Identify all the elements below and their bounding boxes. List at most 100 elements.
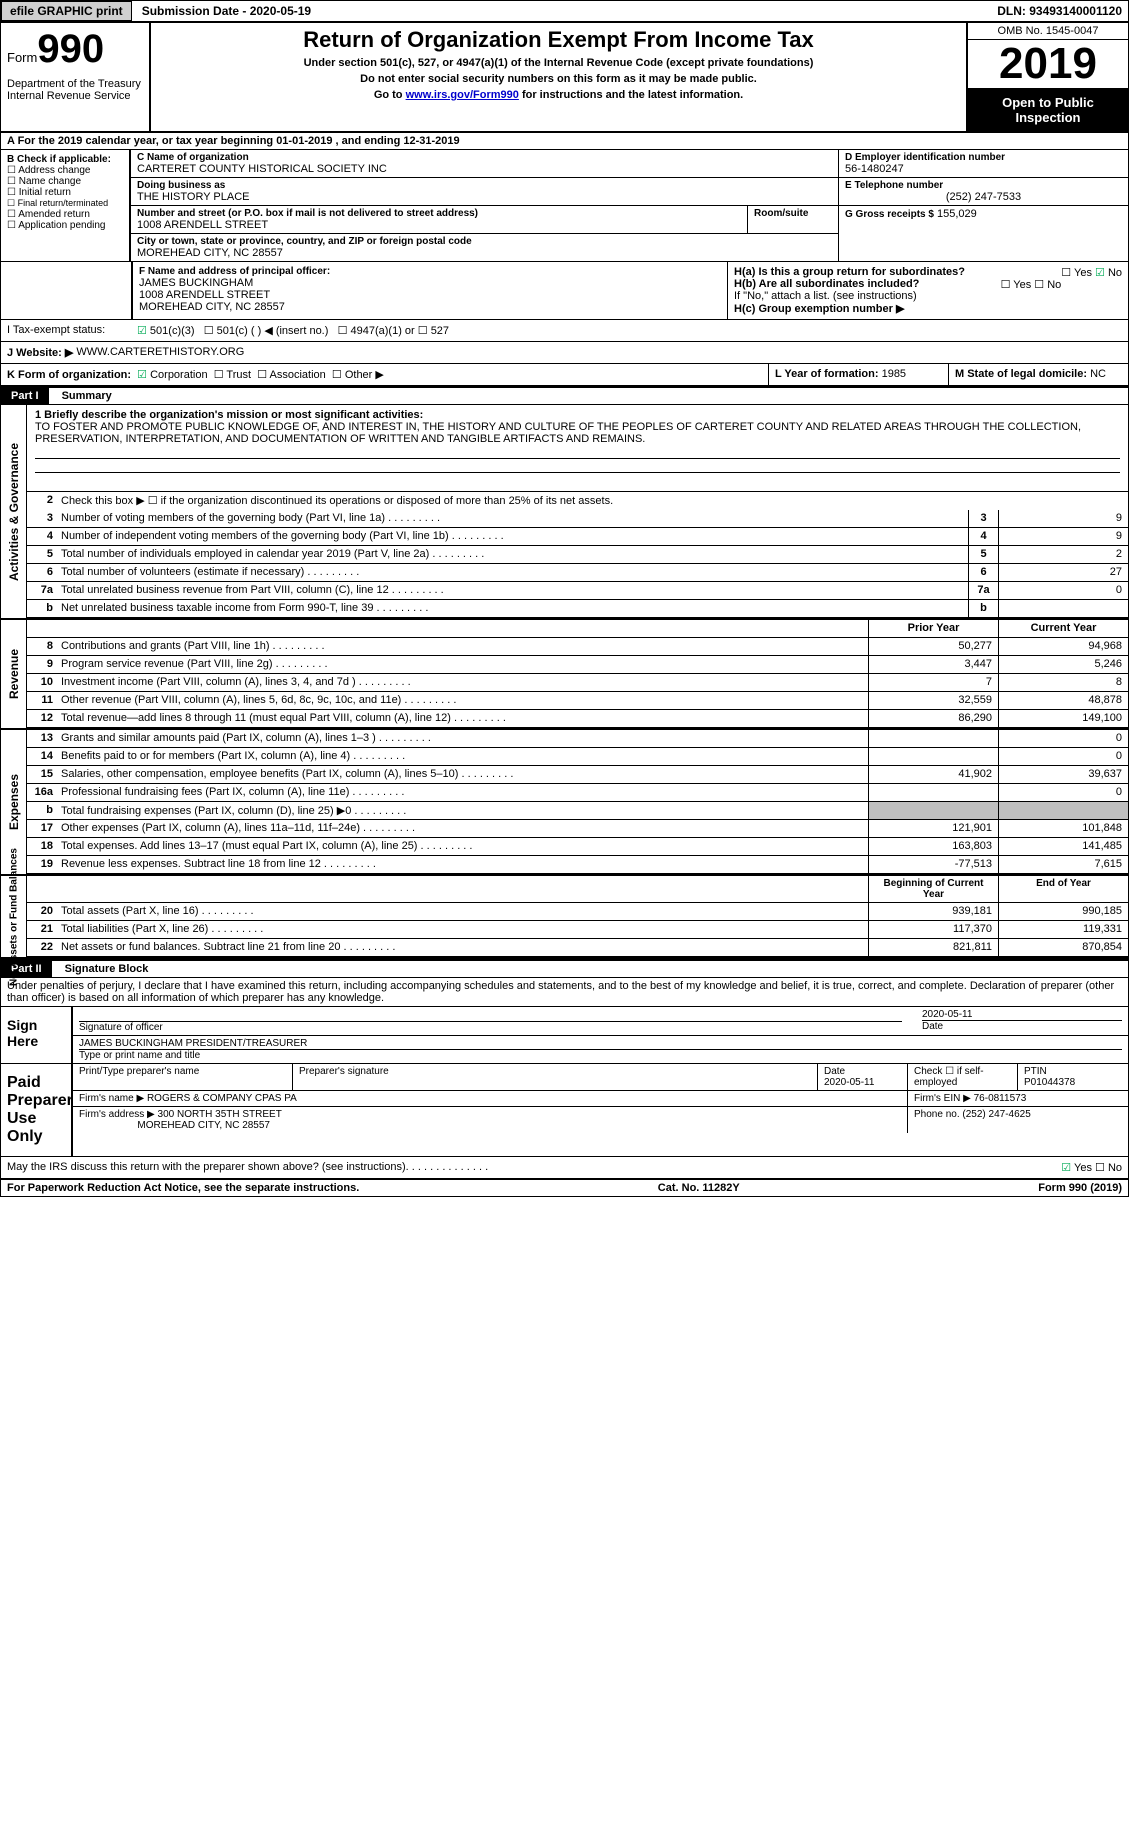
signer-name: JAMES BUCKINGHAM PRESIDENT/TREASURER (79, 1038, 1122, 1050)
h-c: H(c) Group exemption number ▶ (734, 302, 1122, 315)
discuss-no[interactable]: No (1095, 1161, 1122, 1174)
prep-sig-hdr: Preparer's signature (293, 1064, 818, 1090)
table-row: 16aProfessional fundraising fees (Part I… (27, 784, 1128, 802)
cb-initial-return[interactable]: Initial return (7, 187, 123, 198)
table-row: 18Total expenses. Add lines 13–17 (must … (27, 838, 1128, 856)
line-2: Check this box ▶ ☐ if the organization d… (57, 492, 1128, 510)
ha-yes[interactable]: Yes (1061, 267, 1092, 279)
mission-label: 1 Briefly describe the organization's mi… (35, 409, 423, 421)
expenses-section: Expenses 13Grants and similar amounts pa… (1, 730, 1128, 876)
discuss-question: May the IRS discuss this return with the… (7, 1161, 406, 1174)
cb-corp[interactable]: Corporation (137, 369, 207, 381)
officer-city: MOREHEAD CITY, NC 28557 (139, 301, 721, 313)
form-990-page: efile GRAPHIC print Submission Date - 20… (0, 0, 1129, 1197)
form-title: Return of Organization Exempt From Incom… (157, 27, 960, 53)
box-d-e-g: D Employer identification number 56-1480… (838, 150, 1128, 261)
discuss-yes[interactable]: Yes (1061, 1161, 1092, 1174)
sig-date-label: Date (922, 1020, 1122, 1032)
room-label: Room/suite (754, 208, 832, 219)
table-row: 4Number of independent voting members of… (27, 528, 1128, 546)
website: WWW.CARTERETHISTORY.ORG (76, 346, 244, 359)
section-b-to-g: B Check if applicable: Address change Na… (1, 150, 1128, 262)
line-j: J Website: ▶ WWW.CARTERETHISTORY.ORG (1, 342, 1128, 364)
irs-link[interactable]: www.irs.gov/Form990 (406, 89, 519, 101)
cb-amended-return[interactable]: Amended return (7, 209, 123, 220)
sig-date-val: 2020-05-11 (922, 1009, 1122, 1020)
firm-city: MOREHEAD CITY, NC 28557 (137, 1120, 270, 1131)
part-1-header: Part I Summary (1, 386, 1128, 405)
dba-name: THE HISTORY PLACE (137, 191, 832, 203)
sign-here-row: Sign Here Signature of officer 2020-05-1… (1, 1007, 1128, 1064)
subtitle-2: Do not enter social security numbers on … (157, 73, 960, 85)
penalties-text: Under penalties of perjury, I declare th… (1, 978, 1128, 1007)
city-state-zip: MOREHEAD CITY, NC 28557 (137, 247, 832, 259)
paid-preparer-label: Paid Preparer Use Only (1, 1064, 71, 1156)
form-header: Form990 Department of the Treasury Inter… (1, 23, 1128, 133)
line-i: I Tax-exempt status: 501(c)(3) 501(c) ( … (1, 320, 1128, 342)
line-k-l-m: K Form of organization: Corporation Trus… (1, 364, 1128, 386)
net-assets-section: Net Assets or Fund Balances Beginning of… (1, 876, 1128, 959)
discuss-line: May the IRS discuss this return with the… (1, 1157, 1128, 1179)
hb-no[interactable]: No (1034, 279, 1061, 291)
mission-block: 1 Briefly describe the organization's mi… (27, 405, 1128, 492)
cb-527[interactable]: 527 (418, 324, 449, 337)
firm-addr: 300 NORTH 35TH STREET (158, 1109, 282, 1120)
firm-addr-label: Firm's address ▶ (79, 1109, 155, 1120)
table-row: 9Program service revenue (Part VIII, lin… (27, 656, 1128, 674)
ein: 56-1480247 (845, 163, 1122, 175)
table-row: 22Net assets or fund balances. Subtract … (27, 939, 1128, 957)
sig-officer-label: Signature of officer (79, 1022, 163, 1033)
part-1-tag: Part I (1, 388, 49, 404)
submission-date: Submission Date - 2020-05-19 (136, 2, 317, 20)
cb-application-pending[interactable]: Application pending (7, 220, 123, 231)
cb-501c[interactable]: 501(c) ( ) ◀ (insert no.) (204, 324, 329, 337)
table-row: 5Total number of individuals employed in… (27, 546, 1128, 564)
hb-yes[interactable]: Yes (1001, 279, 1032, 291)
cb-4947[interactable]: 4947(a)(1) or (338, 324, 415, 337)
table-row: 12Total revenue—add lines 8 through 11 (… (27, 710, 1128, 728)
cb-final-return[interactable]: Final return/terminated (7, 198, 123, 209)
part-1-name: Summary (52, 388, 122, 404)
cb-assoc[interactable]: Association (257, 369, 326, 381)
table-row: 17Other expenses (Part IX, column (A), l… (27, 820, 1128, 838)
subtitle-1: Under section 501(c), 527, or 4947(a)(1)… (157, 57, 960, 69)
firm-ein: 76-0811573 (974, 1093, 1027, 1104)
i-label: I Tax-exempt status: (7, 324, 137, 337)
firm-name-label: Firm's name ▶ (79, 1093, 144, 1104)
addr-label: Number and street (or P.O. box if mail i… (137, 208, 741, 219)
street-address: 1008 ARENDELL STREET (137, 219, 741, 231)
cb-other[interactable]: Other ▶ (332, 369, 384, 381)
k-label: K Form of organization: (7, 369, 131, 381)
department: Department of the Treasury Internal Reve… (7, 78, 143, 102)
ha-no[interactable]: No (1095, 267, 1122, 279)
cb-501c3[interactable]: 501(c)(3) (137, 324, 195, 337)
f-label: F Name and address of principal officer: (139, 266, 721, 277)
table-row: 6Total number of volunteers (estimate if… (27, 564, 1128, 582)
foot-right: Form 990 (2019) (1038, 1182, 1122, 1194)
table-row: 15Salaries, other compensation, employee… (27, 766, 1128, 784)
officer-name: JAMES BUCKINGHAM (139, 277, 721, 289)
org-name: CARTERET COUNTY HISTORICAL SOCIETY INC (137, 163, 832, 175)
cb-trust[interactable]: Trust (214, 369, 251, 381)
firm-name: ROGERS & COMPANY CPAS PA (147, 1093, 297, 1104)
col-prior-year: Prior Year (868, 620, 998, 637)
top-bar: efile GRAPHIC print Submission Date - 20… (1, 1, 1128, 23)
cb-address-change[interactable]: Address change (7, 165, 123, 176)
firm-phone: (252) 247-4625 (962, 1109, 1030, 1120)
firm-ein-label: Firm's EIN ▶ (914, 1093, 971, 1104)
sign-here-label: Sign Here (1, 1007, 71, 1063)
l-label: L Year of formation: (775, 368, 879, 380)
efile-print-button[interactable]: efile GRAPHIC print (1, 1, 132, 21)
mission-text: TO FOSTER AND PROMOTE PUBLIC KNOWLEDGE O… (35, 421, 1081, 445)
signer-name-label: Type or print name and title (79, 1050, 1122, 1061)
ptin-label: PTIN (1024, 1066, 1047, 1077)
ptin-val: P01044378 (1024, 1077, 1075, 1088)
prep-self-emp: Check ☐ if self-employed (908, 1064, 1018, 1090)
cb-name-change[interactable]: Name change (7, 176, 123, 187)
table-row: 14Benefits paid to or for members (Part … (27, 748, 1128, 766)
m-label: M State of legal domicile: (955, 368, 1087, 380)
part-2-name: Signature Block (55, 961, 159, 977)
side-governance: Activities & Governance (7, 442, 21, 580)
foot-left: For Paperwork Reduction Act Notice, see … (7, 1182, 359, 1194)
col-current-year: Current Year (998, 620, 1128, 637)
